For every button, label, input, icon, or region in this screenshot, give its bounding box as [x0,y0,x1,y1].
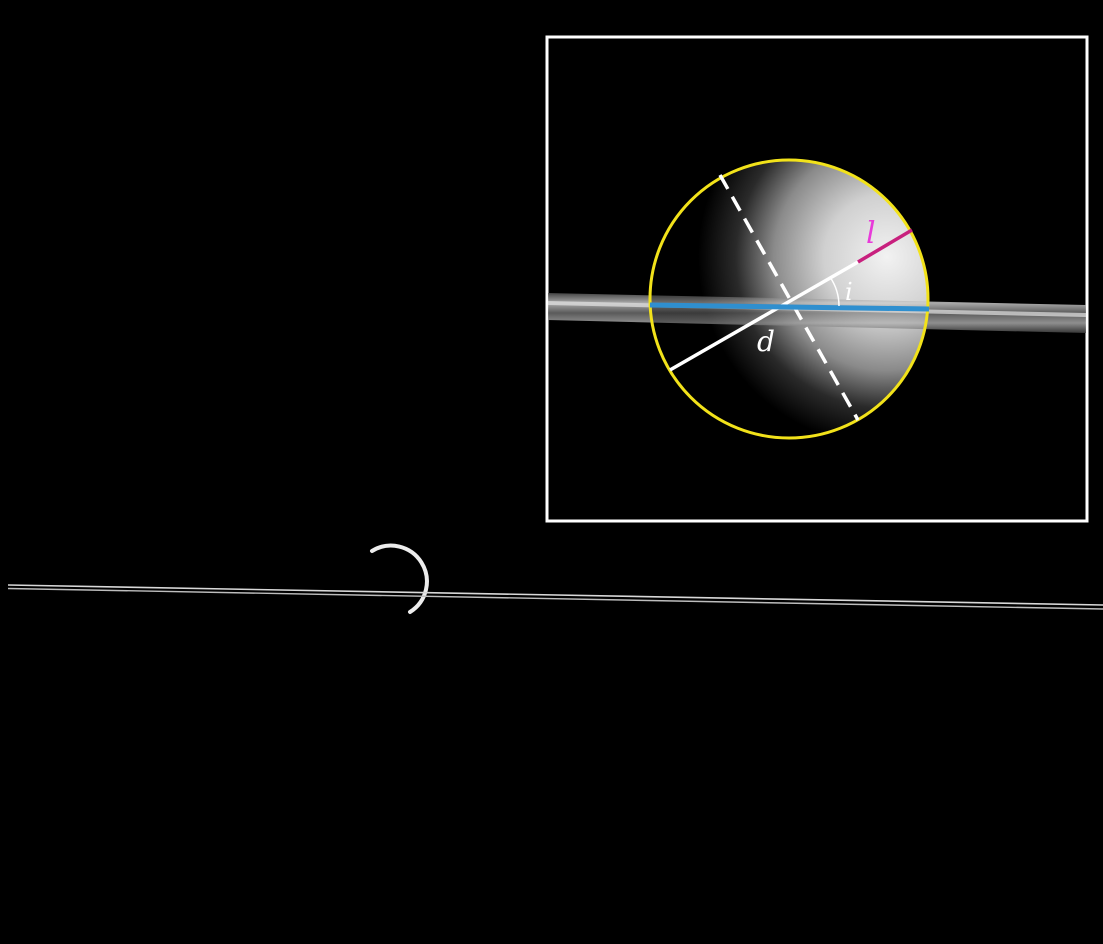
angle-arc-i [829,276,840,307]
segment-l-line [857,228,913,264]
label-d: d [757,325,775,358]
ring-line-lower [7,587,1103,610]
ring-projection-line [649,302,930,312]
main-scene [7,543,1103,623]
dashed-axis-line [718,174,860,421]
small-moon-lit-limb [370,543,429,614]
ring-line-upper [7,584,1103,606]
label-l: l [866,216,876,251]
diameter-line [669,260,859,372]
inset-panel: l i d [545,35,1089,523]
moon-outline-circle [648,158,930,440]
label-i: i [845,278,853,306]
